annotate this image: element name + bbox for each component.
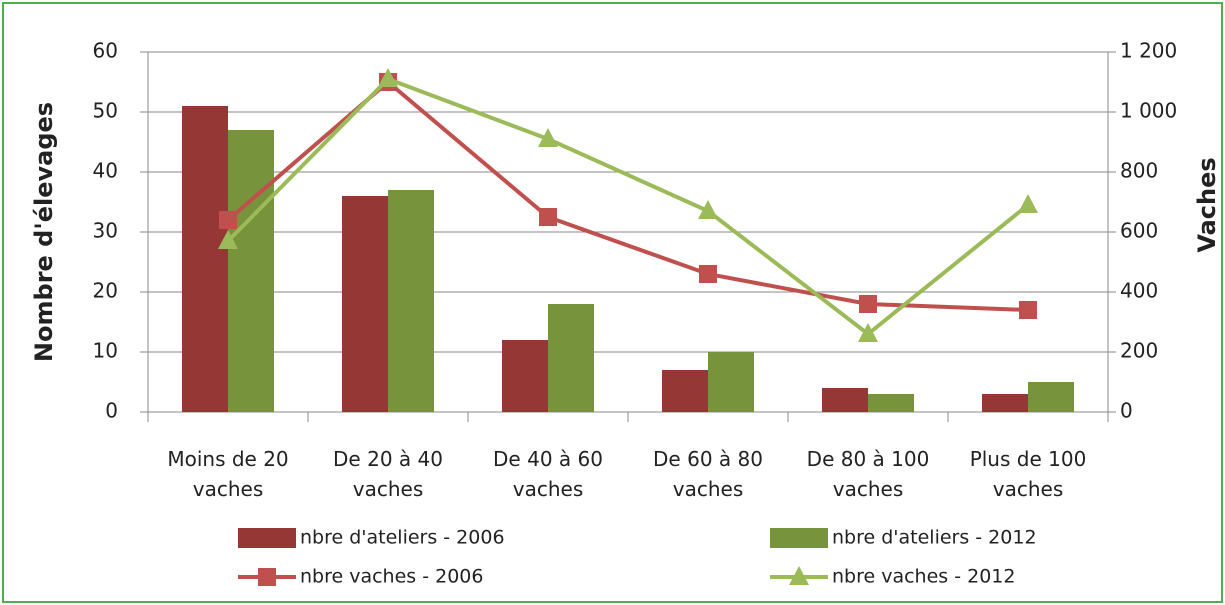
marker xyxy=(218,230,238,249)
bar xyxy=(868,394,914,412)
y-tick-label: 10 xyxy=(93,339,118,363)
x-tick-label: De 20 à 40 vaches xyxy=(333,447,443,501)
y2-tick-label: 800 xyxy=(1120,159,1158,183)
y2-tick-label: 200 xyxy=(1120,339,1158,363)
marker xyxy=(859,295,877,313)
y-axis-title: Nombre d'élevages xyxy=(30,102,58,362)
y2-tick-label: 1 200 xyxy=(1120,39,1177,63)
marker xyxy=(858,323,878,342)
bar xyxy=(1028,382,1074,412)
marker xyxy=(219,211,237,229)
marker xyxy=(539,208,557,226)
bar xyxy=(502,340,548,412)
bar xyxy=(548,304,594,412)
line xyxy=(226,76,1030,337)
y-tick-label: 30 xyxy=(93,219,118,243)
y2-tick-label: 1 000 xyxy=(1120,99,1177,123)
legend-label: nbre d'ateliers - 2006 xyxy=(300,527,505,549)
bar xyxy=(982,394,1028,412)
marker xyxy=(699,265,717,283)
x-tick-label: Plus de 100 vaches xyxy=(969,447,1087,501)
legend-swatch xyxy=(770,528,828,548)
bar xyxy=(388,190,434,412)
marker xyxy=(1019,301,1037,319)
legend-label: nbre vaches - 2006 xyxy=(300,566,483,588)
marker xyxy=(538,128,558,147)
marker xyxy=(1018,194,1038,213)
bar xyxy=(662,370,708,412)
bar xyxy=(708,352,754,412)
x-tick-label: De 80 à 100 vaches xyxy=(806,447,930,501)
bar xyxy=(182,106,228,412)
x-tick-label: De 60 à 80 vaches xyxy=(653,447,763,501)
bar xyxy=(228,130,274,412)
legend-swatch xyxy=(238,528,296,548)
marker xyxy=(378,68,398,87)
y-tick-label: 40 xyxy=(93,159,118,183)
y-tick-label: 0 xyxy=(105,399,118,423)
x-tick-label: Moins de 20 vaches xyxy=(167,447,289,501)
legend-marker xyxy=(789,566,809,585)
legend-label: nbre vaches - 2012 xyxy=(832,566,1015,588)
y-tick-label: 20 xyxy=(93,279,118,303)
y2-tick-label: 400 xyxy=(1120,279,1158,303)
marker xyxy=(698,200,718,219)
bar xyxy=(342,196,388,412)
y2-tick-label: 600 xyxy=(1120,219,1158,243)
y-tick-label: 50 xyxy=(93,99,118,123)
legend-marker xyxy=(258,568,276,586)
x-tick-label: De 40 à 60 vaches xyxy=(493,447,603,501)
legend-label: nbre d'ateliers - 2012 xyxy=(832,527,1037,549)
y2-tick-label: 0 xyxy=(1120,399,1133,423)
y2-axis-title: Vaches xyxy=(1193,157,1221,252)
bar xyxy=(822,388,868,412)
y-tick-label: 60 xyxy=(93,39,118,63)
